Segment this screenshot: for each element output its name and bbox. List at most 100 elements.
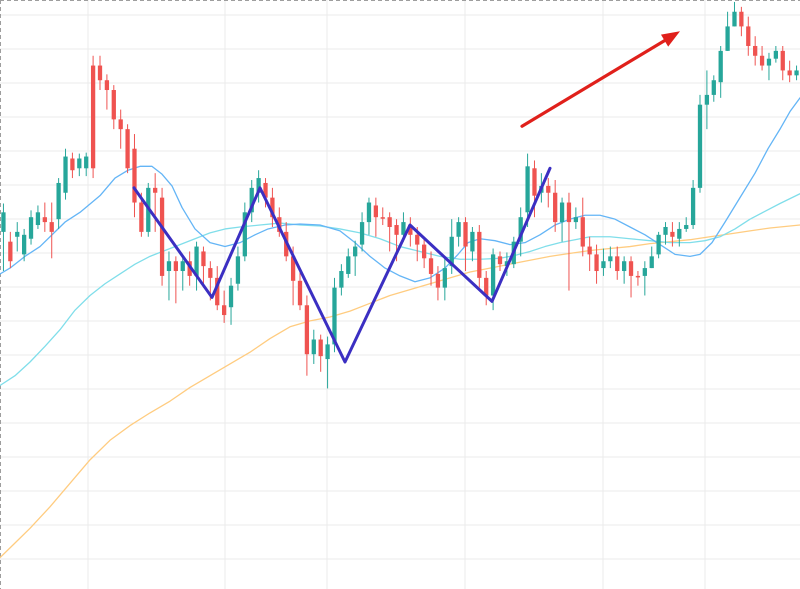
- candle-body: [249, 187, 254, 213]
- candle-body: [180, 261, 185, 272]
- candle-up: [22, 228, 27, 262]
- candle-up: [697, 94, 703, 193]
- candle-up: [718, 45, 723, 98]
- candle-body: [401, 222, 406, 235]
- candle-body: [622, 261, 627, 272]
- candle-down: [297, 271, 303, 311]
- candle-down: [553, 180, 558, 232]
- candle-body: [339, 271, 344, 288]
- candle-body: [49, 222, 54, 232]
- candle-body: [518, 217, 523, 242]
- pattern-annotation: [132, 31, 680, 364]
- candle-body: [587, 246, 592, 255]
- candle-body: [677, 228, 682, 239]
- candle-body: [573, 217, 578, 223]
- trend-arrow-shaft: [520, 38, 667, 128]
- candle-body: [428, 258, 434, 274]
- candle-down: [497, 251, 503, 272]
- candle-body: [546, 185, 551, 193]
- candle-body: [649, 256, 654, 269]
- candle-body: [484, 277, 489, 296]
- candle-up: [84, 152, 89, 177]
- candle-up: [766, 52, 772, 81]
- candle-body: [380, 217, 385, 219]
- candle-body: [718, 50, 723, 83]
- candle-body: [318, 339, 323, 357]
- candle-body: [228, 285, 234, 308]
- candle-body: [766, 58, 772, 66]
- candle-body: [525, 166, 530, 213]
- candle-body: [690, 187, 696, 226]
- candle-down: [594, 244, 599, 284]
- candle-up: [642, 261, 647, 296]
- candle-body: [125, 129, 130, 169]
- candle-body: [463, 222, 468, 247]
- candle-up: [166, 251, 172, 301]
- candle-up: [622, 256, 627, 284]
- candle-down: [380, 207, 385, 226]
- candle-down: [222, 290, 227, 323]
- candle-down: [759, 45, 765, 71]
- candle-body: [732, 11, 737, 27]
- candle-down: [270, 187, 275, 227]
- candle-up: [28, 210, 34, 245]
- candle-down: [746, 16, 751, 56]
- candle-body: [739, 11, 744, 27]
- candle-body: [97, 65, 103, 81]
- candle-up: [366, 197, 372, 235]
- candle-body: [408, 225, 413, 235]
- candle-body: [422, 244, 427, 259]
- candle-down: [484, 271, 489, 306]
- candle-body: [642, 268, 647, 276]
- candle-down: [546, 178, 551, 208]
- candle-body: [759, 55, 765, 66]
- candle-body: [263, 182, 268, 198]
- candle-down: [628, 256, 634, 298]
- ma-mid-line: [0, 193, 800, 387]
- candle-down: [104, 74, 110, 110]
- candle-body: [325, 344, 330, 360]
- candle-body: [297, 280, 303, 306]
- candle-down: [477, 225, 482, 288]
- candle-down: [97, 55, 103, 91]
- candle-up: [711, 75, 716, 102]
- candle-up: [339, 264, 344, 296]
- candle-down: [153, 173, 158, 232]
- candle-body: [35, 212, 41, 226]
- candles: [1, 1, 799, 389]
- candle-body: [628, 261, 634, 276]
- candle-body: [56, 182, 61, 220]
- candle-body: [201, 251, 206, 267]
- candle-body: [684, 225, 689, 229]
- candle-body: [373, 205, 378, 218]
- candle-up: [442, 256, 447, 301]
- candle-down: [428, 251, 434, 286]
- candle-body: [42, 217, 47, 223]
- candle-down: [387, 212, 392, 252]
- candle-up: [690, 180, 696, 229]
- candle-body: [773, 50, 778, 59]
- candle-body: [697, 104, 703, 188]
- candle-up: [684, 217, 689, 232]
- candle-body: [470, 231, 475, 252]
- candle-body: [304, 305, 310, 355]
- candle-body: [1, 212, 6, 232]
- candle-body: [780, 50, 785, 71]
- candle-body: [456, 222, 461, 237]
- candle-body: [442, 268, 447, 288]
- candle-body: [359, 222, 365, 245]
- candle-body: [8, 241, 13, 262]
- candle-up: [56, 178, 61, 229]
- candle-up: [1, 203, 6, 272]
- candle-down: [8, 231, 13, 269]
- candle-body: [77, 158, 82, 169]
- candle-up: [249, 180, 254, 223]
- candle-down: [90, 55, 96, 179]
- candle-up: [470, 226, 475, 262]
- candle-up: [704, 70, 710, 130]
- candle-body: [111, 90, 116, 120]
- candle-body: [394, 225, 399, 235]
- ma-slow-line: [0, 224, 800, 559]
- candle-body: [173, 261, 178, 272]
- candle-body: [139, 202, 144, 232]
